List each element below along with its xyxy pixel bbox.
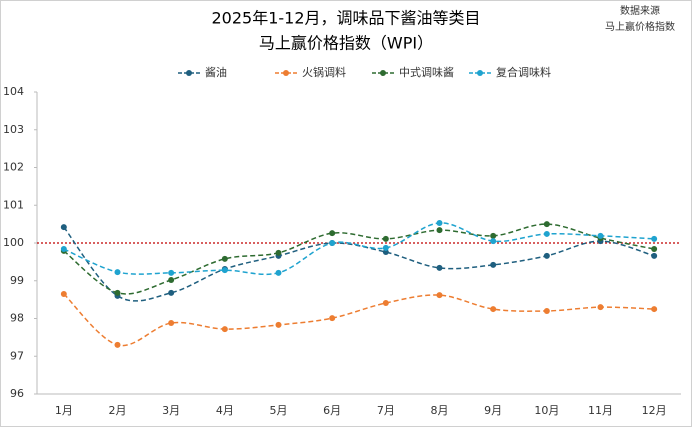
x-tick-label: 1月: [55, 404, 73, 417]
y-tick-label: 104: [3, 85, 24, 98]
point: [436, 292, 443, 299]
source: 马上赢价格指数: [605, 20, 675, 33]
chart-title: 2025年1-12月，调味品下酱油等类目: [211, 9, 480, 28]
point: [597, 304, 604, 311]
point: [221, 326, 228, 333]
point: [168, 289, 175, 296]
x-tick-label: 12月: [642, 404, 667, 417]
point: [490, 261, 497, 268]
point: [436, 264, 443, 271]
y-tick-label: 96: [10, 387, 24, 400]
y-tick-label: 97: [10, 349, 24, 362]
point: [168, 320, 175, 327]
series-line: [63, 293, 655, 347]
point: [436, 227, 443, 234]
series-line: [63, 223, 655, 295]
y-tick-label: 98: [10, 312, 24, 325]
x-tick-label: 6月: [323, 404, 341, 417]
y-tick-label: 100: [3, 236, 24, 249]
point: [114, 269, 121, 276]
point: [168, 269, 175, 276]
legend-marker: [186, 70, 192, 76]
legend-marker: [283, 70, 289, 76]
point: [651, 252, 658, 259]
series-line: [63, 226, 655, 302]
point: [436, 219, 443, 226]
point: [382, 300, 389, 307]
y-tick-label: 101: [3, 198, 24, 211]
point: [382, 249, 389, 256]
point: [60, 246, 67, 253]
point: [490, 306, 497, 313]
point: [114, 341, 121, 348]
x-tick-label: 11月: [588, 404, 613, 417]
legend-label: 火锅调料: [302, 65, 346, 79]
x-tick-label: 4月: [216, 404, 234, 417]
point: [382, 235, 389, 242]
point: [597, 232, 604, 239]
point: [382, 244, 389, 251]
point: [543, 221, 550, 228]
legend-marker: [380, 70, 386, 76]
point: [168, 276, 175, 283]
point: [543, 230, 550, 237]
point: [651, 306, 658, 313]
source: 数据来源: [620, 4, 660, 17]
x-tick-label: 10月: [534, 404, 559, 417]
point: [329, 240, 336, 246]
point: [221, 267, 228, 274]
point: [329, 315, 336, 322]
legend-label: 中式调味酱: [399, 65, 454, 79]
point: [490, 232, 497, 239]
point: [221, 255, 228, 262]
x-tick-label: 3月: [162, 404, 180, 417]
legend-label: 酱油: [205, 65, 227, 79]
x-tick-label: 8月: [431, 404, 449, 417]
point: [329, 230, 336, 237]
point: [275, 321, 282, 328]
legend-marker: [477, 70, 483, 76]
point: [275, 249, 282, 256]
y-tick-label: 99: [10, 274, 24, 287]
point: [114, 289, 121, 296]
point: [60, 224, 67, 231]
x-tick-label: 9月: [484, 404, 502, 417]
point: [275, 269, 282, 276]
chart-subtitle: 马上赢价格指数（WPI）: [259, 34, 433, 53]
point: [543, 252, 550, 259]
y-tick-label: 102: [3, 161, 24, 174]
x-tick-label: 7月: [377, 404, 395, 417]
point: [490, 238, 497, 245]
point: [543, 307, 550, 314]
point: [60, 290, 67, 297]
y-tick-label: 103: [3, 123, 24, 136]
series-line: [63, 222, 655, 276]
x-tick-label: 5月: [270, 404, 288, 417]
legend-label: 复合调味料: [496, 65, 551, 79]
x-tick-label: 2月: [109, 404, 127, 417]
point: [651, 246, 658, 253]
point: [651, 235, 658, 242]
